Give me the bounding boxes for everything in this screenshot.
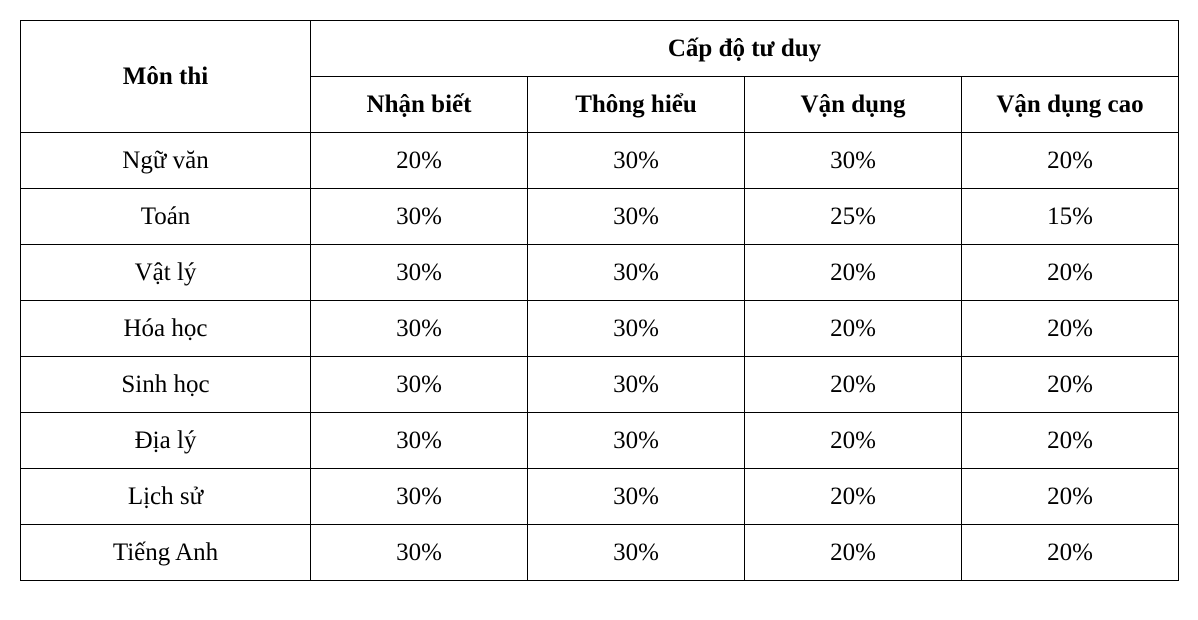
- cell-value: 30%: [745, 133, 962, 189]
- cell-value: 20%: [962, 525, 1179, 581]
- cell-value: 20%: [745, 413, 962, 469]
- cell-value: 20%: [962, 469, 1179, 525]
- cell-value: 30%: [311, 357, 528, 413]
- cell-value: 30%: [528, 245, 745, 301]
- cell-value: 20%: [962, 357, 1179, 413]
- cell-value: 20%: [745, 301, 962, 357]
- cell-subject: Địa lý: [21, 413, 311, 469]
- cell-value: 20%: [962, 133, 1179, 189]
- table-row: Hóa học 30% 30% 20% 20%: [21, 301, 1179, 357]
- cell-value: 30%: [311, 189, 528, 245]
- table-row: Lịch sử 30% 30% 20% 20%: [21, 469, 1179, 525]
- cell-value: 30%: [311, 301, 528, 357]
- cell-value: 20%: [745, 525, 962, 581]
- cell-value: 30%: [528, 357, 745, 413]
- cell-value: 30%: [311, 413, 528, 469]
- cell-value: 20%: [745, 469, 962, 525]
- cell-subject: Sinh học: [21, 357, 311, 413]
- cell-subject: Tiếng Anh: [21, 525, 311, 581]
- cell-value: 20%: [745, 357, 962, 413]
- cell-value: 30%: [528, 189, 745, 245]
- header-subject: Môn thi: [21, 21, 311, 133]
- cell-value: 30%: [528, 301, 745, 357]
- cell-subject: Ngữ văn: [21, 133, 311, 189]
- table-row: Ngữ văn 20% 30% 30% 20%: [21, 133, 1179, 189]
- table-row: Toán 30% 30% 25% 15%: [21, 189, 1179, 245]
- cell-value: 30%: [311, 245, 528, 301]
- cell-value: 30%: [311, 525, 528, 581]
- header-level-0: Nhận biết: [311, 77, 528, 133]
- table-row: Sinh học 30% 30% 20% 20%: [21, 357, 1179, 413]
- header-level-1: Thông hiểu: [528, 77, 745, 133]
- cell-value: 20%: [745, 245, 962, 301]
- cell-value: 20%: [962, 413, 1179, 469]
- header-level-3: Vận dụng cao: [962, 77, 1179, 133]
- cell-value: 25%: [745, 189, 962, 245]
- cell-value: 15%: [962, 189, 1179, 245]
- cell-subject: Lịch sử: [21, 469, 311, 525]
- header-level-2: Vận dụng: [745, 77, 962, 133]
- header-group: Cấp độ tư duy: [311, 21, 1179, 77]
- table-row: Địa lý 30% 30% 20% 20%: [21, 413, 1179, 469]
- cell-value: 30%: [311, 469, 528, 525]
- cell-value: 30%: [528, 525, 745, 581]
- table-row: Vật lý 30% 30% 20% 20%: [21, 245, 1179, 301]
- cell-value: 20%: [311, 133, 528, 189]
- cell-subject: Vật lý: [21, 245, 311, 301]
- cell-subject: Toán: [21, 189, 311, 245]
- cell-value: 20%: [962, 245, 1179, 301]
- cell-value: 30%: [528, 413, 745, 469]
- cell-value: 30%: [528, 133, 745, 189]
- cell-subject: Hóa học: [21, 301, 311, 357]
- cell-value: 20%: [962, 301, 1179, 357]
- cell-value: 30%: [528, 469, 745, 525]
- table-row: Tiếng Anh 30% 30% 20% 20%: [21, 525, 1179, 581]
- cognitive-level-table: Môn thi Cấp độ tư duy Nhận biết Thông hi…: [20, 20, 1179, 581]
